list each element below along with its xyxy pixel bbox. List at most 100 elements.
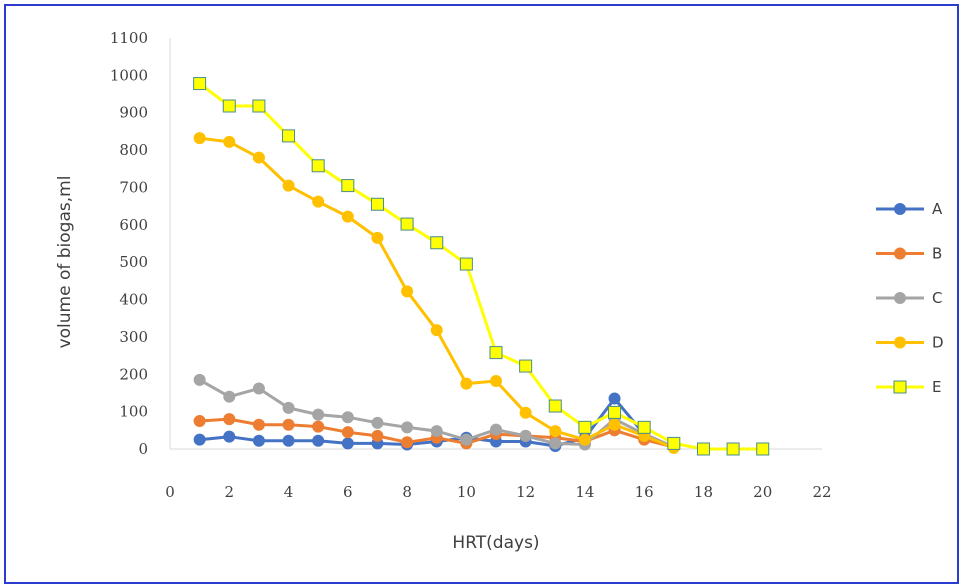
legend-label: D [932, 334, 944, 352]
x-tick-label: 14 [575, 483, 594, 501]
data-point-e [756, 442, 770, 456]
series-a [193, 392, 680, 454]
data-point-d [193, 132, 206, 145]
y-tick-label: 1000 [110, 66, 148, 84]
data-point-c [193, 373, 206, 386]
data-point-e [341, 179, 355, 193]
data-point-e [370, 197, 384, 211]
x-tick-label: 0 [165, 483, 175, 501]
data-point-d [430, 324, 443, 337]
x-tick-label: 8 [402, 483, 412, 501]
x-axis-title: HRT(days) [452, 533, 539, 553]
data-point-d [282, 179, 295, 192]
data-point-a [223, 430, 236, 443]
data-point-c [223, 390, 236, 403]
legend-item-a: A [876, 200, 943, 218]
series-d [193, 132, 680, 454]
data-point-b [193, 414, 206, 427]
data-point-b [341, 426, 354, 439]
legend-label: C [932, 289, 942, 307]
data-point-a [341, 437, 354, 450]
legend-item-c: C [876, 289, 942, 307]
legend-label: E [932, 378, 941, 396]
data-point-d [252, 151, 265, 164]
x-tick-label: 2 [224, 483, 234, 501]
x-axis-ticks: 0 2 4 6 8 10 12 14 16 18 20 22 [165, 483, 831, 501]
y-axis-ticks: 0 100 200 300 400 500 600 700 800 900 1000 1100 [110, 29, 148, 458]
legend-item-b: B [876, 245, 942, 263]
data-point-e [222, 99, 236, 113]
y-tick-label: 800 [119, 141, 148, 159]
data-point-d [578, 433, 591, 446]
series-line-d [198, 136, 676, 450]
legend-item-d: D [876, 334, 944, 352]
data-point-d [341, 210, 354, 223]
legend-item-e: E [876, 378, 941, 396]
data-point-e [282, 129, 296, 143]
data-point-a [282, 434, 295, 447]
legend: A B C D E [876, 200, 944, 396]
legend-marker-c [894, 292, 906, 304]
data-point-e [637, 420, 651, 434]
data-point-e [726, 442, 740, 456]
data-point-d [549, 425, 562, 438]
y-tick-label: 100 [119, 403, 148, 421]
x-tick-label: 10 [457, 483, 476, 501]
data-point-d [519, 406, 532, 419]
data-point-d [223, 135, 236, 148]
y-tick-label: 400 [119, 291, 148, 309]
data-point-d [490, 374, 502, 387]
data-point-d [312, 195, 325, 208]
data-point-c [430, 425, 443, 438]
y-tick-label: 200 [119, 365, 148, 383]
legend-marker-b [894, 247, 906, 260]
chart-frame [4, 4, 959, 584]
data-point-b [401, 436, 414, 449]
data-point-e [578, 420, 592, 434]
data-point-b [223, 413, 236, 426]
data-point-b [312, 420, 325, 433]
data-point-e [252, 99, 266, 113]
data-point-e [193, 77, 207, 91]
series-e [193, 77, 770, 456]
legend-marker-e [893, 380, 907, 394]
data-point-d [460, 377, 473, 390]
y-tick-label: 900 [119, 104, 148, 122]
data-point-a [312, 434, 325, 447]
x-tick-label: 18 [694, 483, 713, 501]
data-point-e [696, 442, 710, 456]
data-point-e [548, 399, 562, 413]
data-point-c [312, 408, 325, 421]
data-point-a [252, 434, 265, 447]
x-tick-label: 6 [343, 483, 353, 501]
data-point-a [608, 392, 621, 405]
data-point-c [252, 382, 265, 395]
legend-label: A [932, 200, 943, 218]
data-point-c [282, 401, 295, 414]
data-point-e [400, 217, 414, 231]
x-tick-label: 16 [635, 483, 654, 501]
data-point-b [252, 418, 265, 431]
data-point-d [608, 418, 621, 431]
data-point-e [667, 436, 681, 450]
data-point-c [371, 416, 384, 429]
y-axis-title: volume of biogas,ml [55, 176, 75, 349]
data-point-b [371, 429, 384, 442]
data-point-b [282, 418, 295, 431]
x-tick-label: 4 [284, 483, 294, 501]
data-point-e [519, 359, 533, 373]
data-point-c [401, 421, 414, 434]
data-point-e [311, 159, 325, 173]
data-point-a [193, 433, 206, 446]
y-tick-label: 600 [119, 216, 148, 234]
legend-marker-d [894, 336, 906, 349]
data-point-e [459, 257, 473, 271]
x-tick-label: 22 [812, 483, 831, 501]
data-point-e [430, 236, 444, 250]
y-tick-label: 300 [119, 328, 148, 346]
data-point-c [460, 433, 473, 446]
data-point-d [371, 231, 384, 244]
x-tick-label: 12 [516, 483, 535, 501]
y-tick-label: 0 [138, 440, 148, 458]
